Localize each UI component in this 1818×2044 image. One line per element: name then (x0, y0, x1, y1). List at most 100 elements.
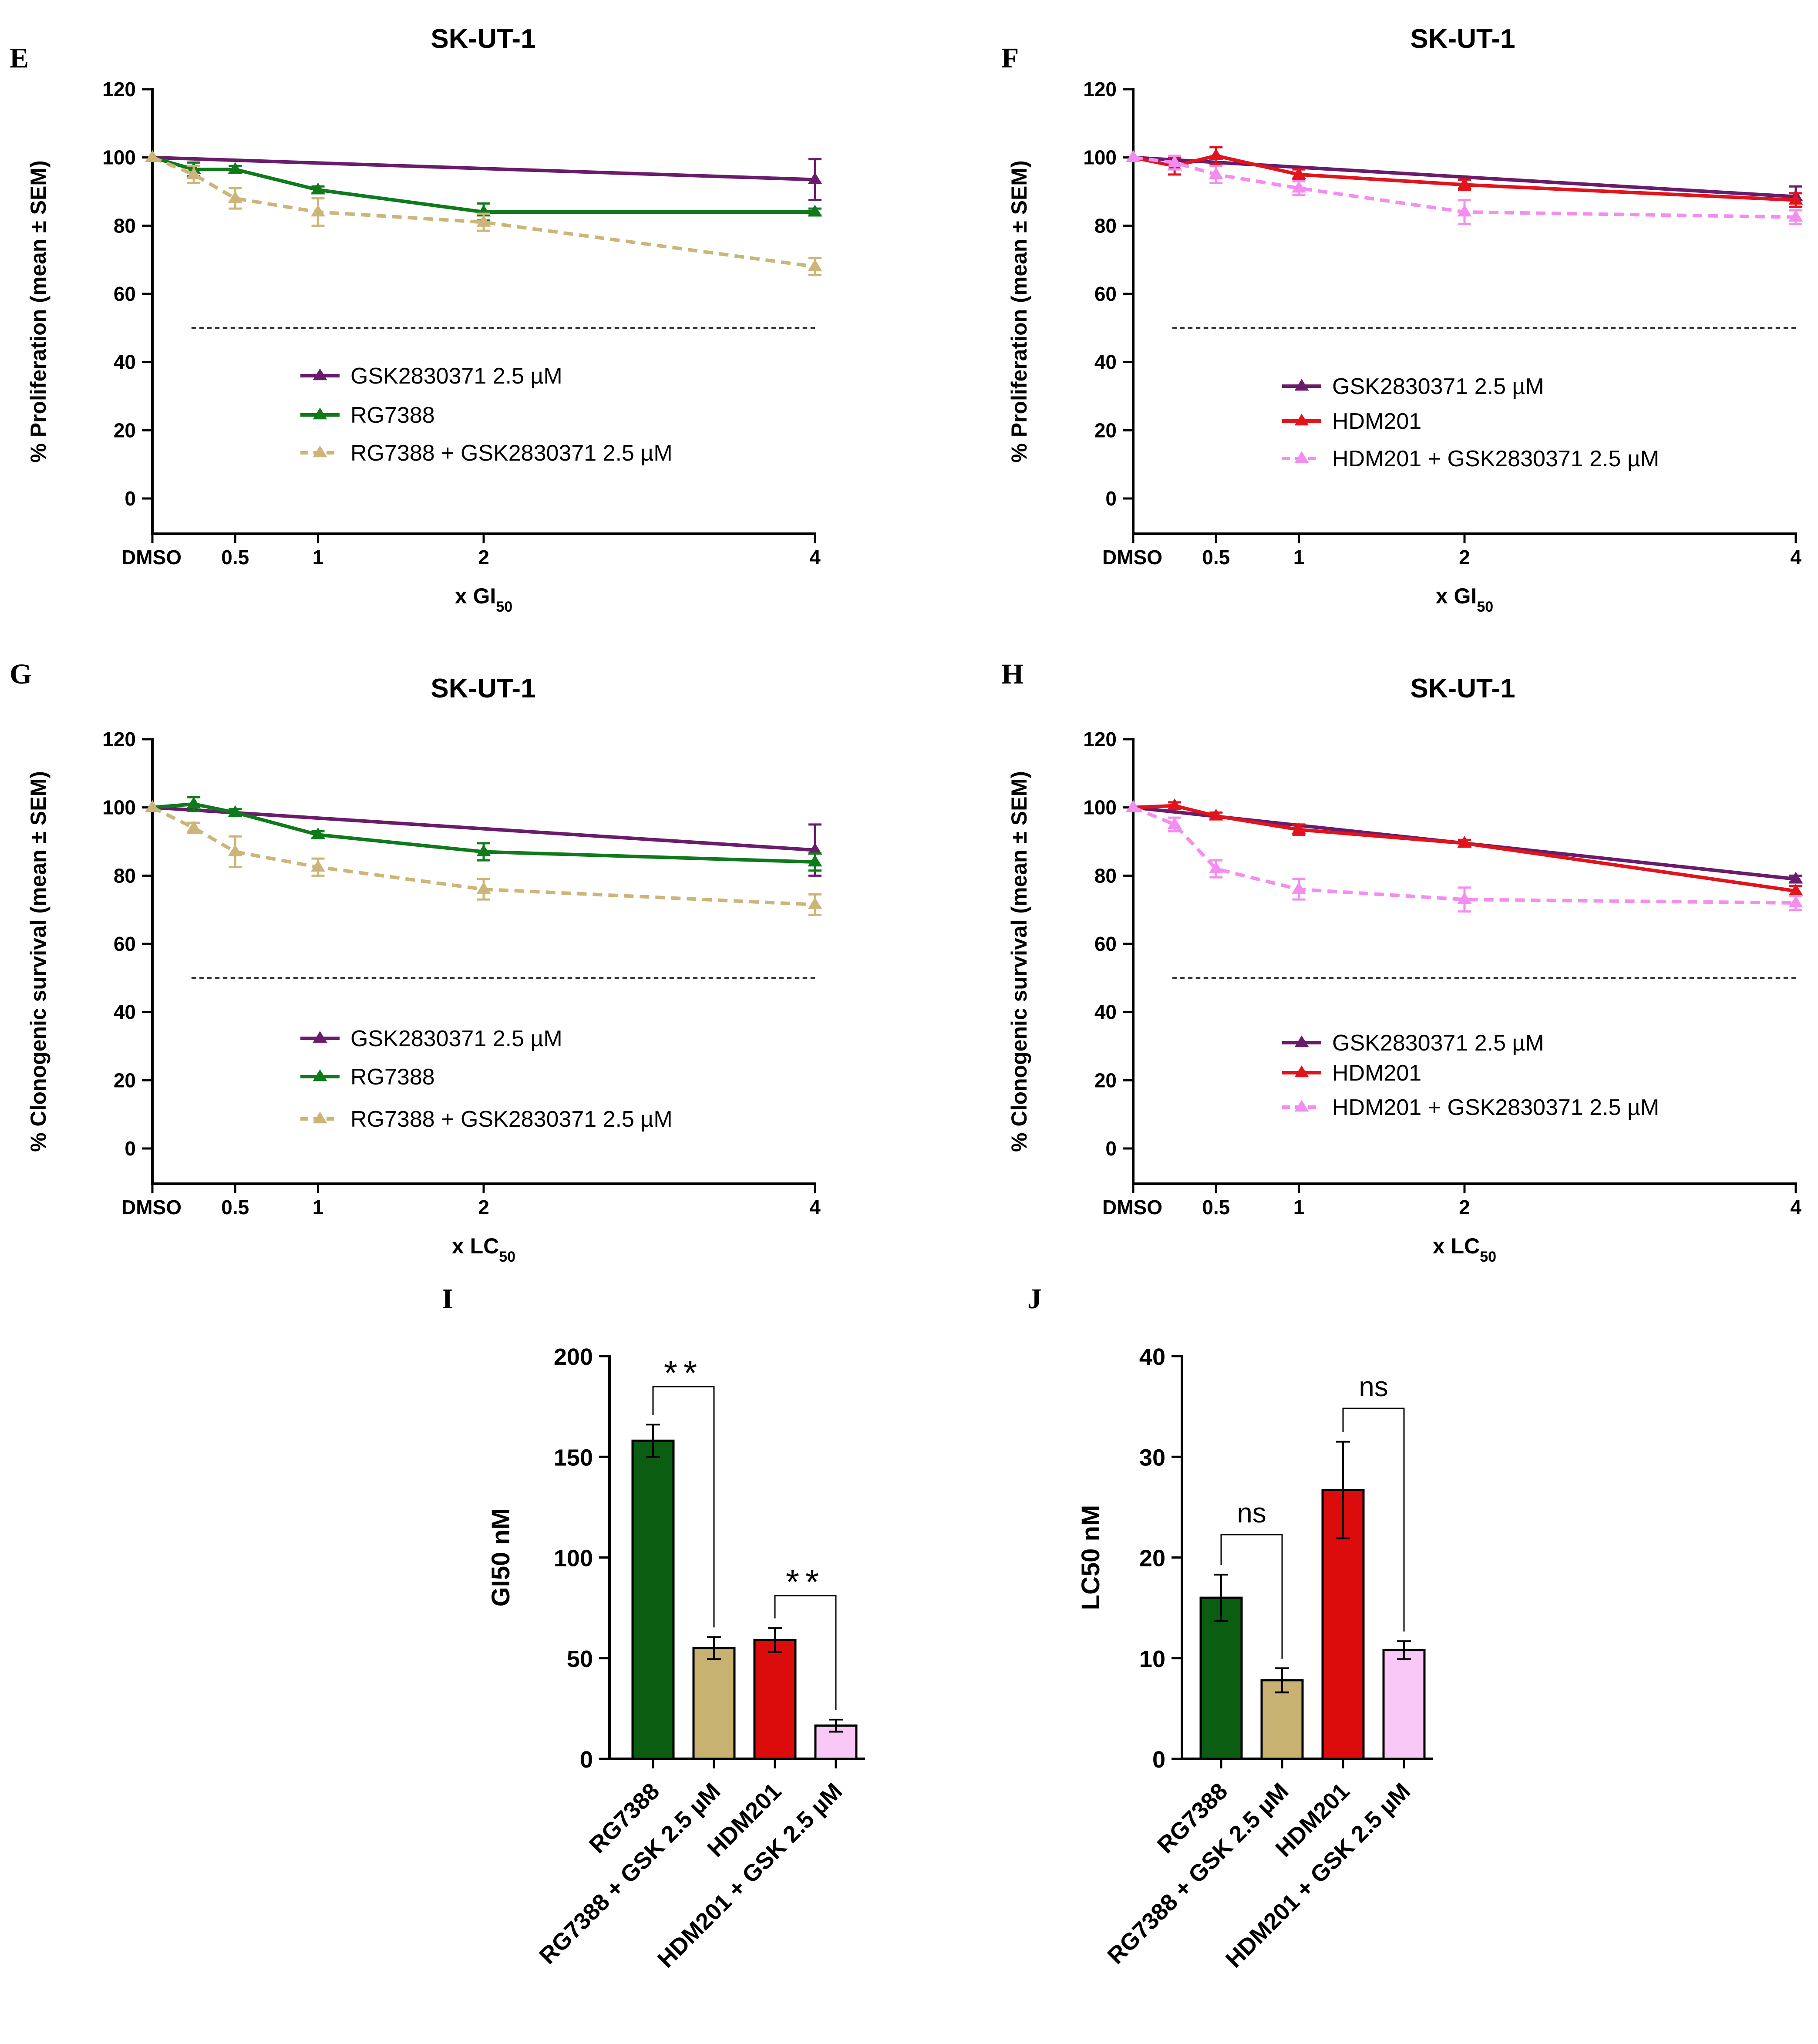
legend-marker (1294, 414, 1309, 426)
legend-entry-1: RG7388 (300, 403, 435, 428)
significance-bracket (774, 1595, 837, 1710)
data-point-marker (808, 855, 822, 867)
legend-label: HDM201 + GSK2830371 2.5 µM (1332, 446, 1659, 471)
series-2 (145, 800, 822, 916)
data-point-marker (1209, 167, 1223, 179)
series-line (152, 155, 815, 269)
x-tick-label: DMSO (1102, 1196, 1162, 1219)
x-axis-label: x GI50 (455, 584, 512, 615)
bar (753, 1639, 797, 1760)
data-point-marker (1788, 872, 1803, 884)
y-tick-label: 60 (1094, 283, 1117, 305)
legend-entry-2: RG7388 + GSK2830371 2.5 µM (300, 1107, 673, 1132)
y-tick-label: 40 (1139, 1344, 1165, 1370)
series-line (152, 805, 815, 852)
data-point-marker (228, 844, 242, 856)
y-tick-label: 120 (1083, 728, 1117, 751)
data-point-marker (476, 882, 491, 894)
legend-entry-0: GSK2830371 2.5 µM (1282, 1030, 1544, 1056)
x-tick-label: 2 (1459, 546, 1470, 569)
data-point-marker (1457, 177, 1472, 189)
data-point-marker (1788, 896, 1803, 908)
data-point-marker (1292, 882, 1306, 894)
x-tick-label: 2 (478, 546, 489, 569)
y-axis-label: LC50 nM (1077, 1505, 1105, 1610)
data-point-marker (1292, 167, 1306, 179)
significance-bracket (652, 1386, 715, 1628)
panel-letter-g: G (10, 658, 32, 690)
legend-label: RG7388 + GSK2830371 2.5 µM (350, 1107, 673, 1132)
y-axis-label: % Proliferation (mean ± SEM) (1007, 160, 1031, 462)
data-point-marker (808, 259, 822, 271)
data-point-marker (1209, 808, 1223, 821)
line-chart-h: SK-UT-1 0 20 40 60 80 100 120 DMSO 0.5 1 2 4 x LC50 % … (1007, 673, 1803, 1265)
x-tick-label: 1 (313, 1196, 324, 1219)
legend-entry-0: GSK2830371 2.5 µM (300, 1026, 562, 1051)
legend-label: GSK2830371 2.5 µM (350, 364, 562, 389)
x-tick-label: 0.5 (1202, 1196, 1230, 1219)
panel-letter-f: F (1001, 42, 1019, 74)
data-point-marker (311, 860, 325, 872)
y-tick-label: 20 (1139, 1546, 1165, 1572)
data-point-marker (186, 820, 201, 832)
y-tick-label: 30 (1139, 1445, 1165, 1471)
y-tick-label: 0 (1105, 1137, 1117, 1160)
y-tick-label: 120 (1083, 78, 1117, 101)
data-point-marker (1457, 205, 1472, 217)
data-point-marker (228, 191, 242, 203)
y-tick-label: 100 (102, 146, 136, 169)
panel-letter-i: I (442, 1283, 453, 1315)
bar (631, 1439, 675, 1760)
bar (1382, 1649, 1426, 1760)
series-line (1133, 155, 1796, 199)
series-2 (1126, 800, 1803, 913)
data-point-marker (1788, 210, 1803, 222)
x-tick-label: 4 (1790, 1196, 1801, 1219)
y-tick-label: 80 (1094, 214, 1117, 237)
significance-label: ** (786, 1562, 825, 1601)
significance-bracket (1342, 1408, 1405, 1632)
panel-letter-e: E (10, 42, 29, 74)
chart-title: SK-UT-1 (431, 24, 535, 54)
y-tick-label: 120 (102, 78, 136, 101)
x-tick-label: 4 (1790, 546, 1801, 569)
series-line (1133, 155, 1796, 219)
data-point-marker (1209, 148, 1223, 161)
bar (1260, 1679, 1304, 1760)
data-point-marker (808, 172, 822, 184)
data-point-marker (311, 205, 325, 217)
y-axis-label: % Proliferation (mean ± SEM) (26, 160, 50, 462)
data-point-marker (1457, 892, 1472, 904)
data-point-marker (228, 805, 242, 817)
legend-label: GSK2830371 2.5 µM (1332, 374, 1544, 399)
data-point-marker (311, 182, 325, 195)
y-tick-label: 60 (1094, 933, 1117, 955)
x-tick-label: 0.5 (221, 546, 249, 569)
data-point-marker (1167, 817, 1182, 829)
data-point-marker (1788, 883, 1803, 896)
legend-entry-1: HDM201 (1282, 1061, 1421, 1086)
legend-label: HDM201 (1332, 1061, 1421, 1086)
data-point-marker (1126, 150, 1141, 162)
legend-marker (1294, 379, 1309, 391)
series-1 (1126, 798, 1803, 897)
legend-entry-2: HDM201 + GSK2830371 2.5 µM (1282, 1095, 1659, 1120)
significance-label: ** (664, 1354, 703, 1392)
data-point-marker (1126, 800, 1141, 812)
legend-entry-2: RG7388 + GSK2830371 2.5 µM (300, 441, 673, 466)
chart-title: SK-UT-1 (1410, 673, 1515, 704)
y-tick-label: 80 (114, 214, 136, 237)
x-tick-label: DMSO (1102, 546, 1162, 569)
legend-marker (313, 1111, 327, 1124)
line-chart-g: SK-UT-1 0 20 40 60 80 100 120 DMSO 0.5 1 2 4 x LC50 % … (26, 673, 822, 1265)
y-tick-label: 100 (1083, 796, 1117, 819)
x-tick-label: DMSO (121, 546, 182, 569)
x-tick-label: 4 (809, 1196, 821, 1219)
legend-entry-0: GSK2830371 2.5 µM (300, 364, 562, 389)
legend-entry-1: RG7388 (300, 1064, 435, 1090)
legend-entry-0: GSK2830371 2.5 µM (1282, 374, 1544, 399)
y-tick-label: 120 (102, 728, 136, 751)
